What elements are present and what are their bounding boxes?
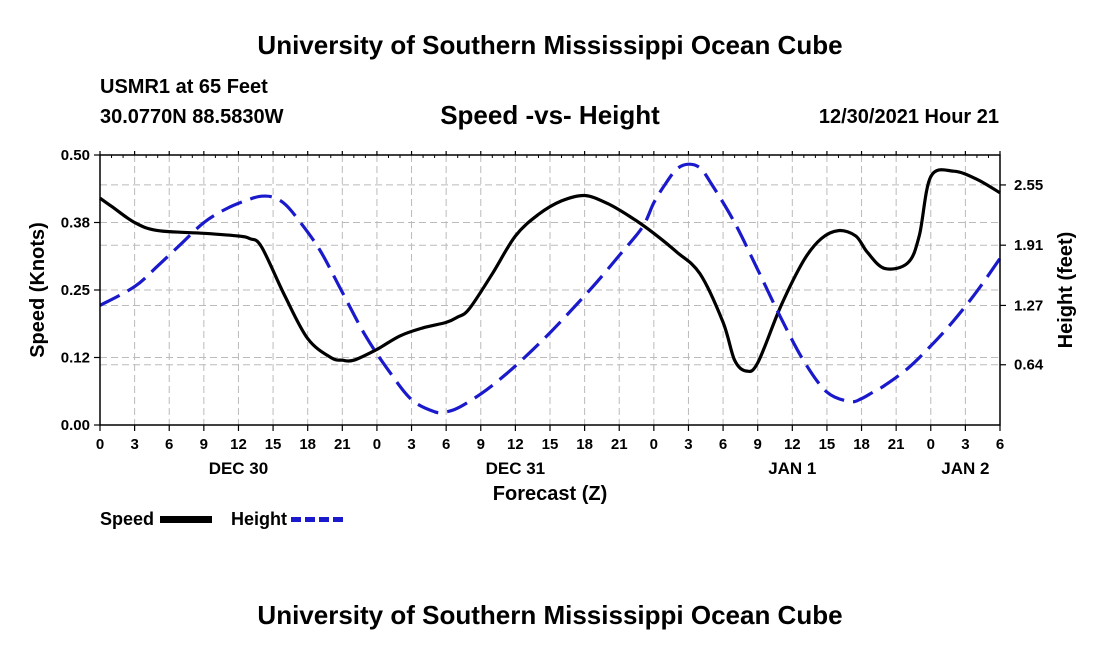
x-tick-label: 12 bbox=[507, 436, 524, 453]
x-tick-label: 0 bbox=[927, 436, 935, 453]
series-line-height bbox=[99, 162, 1002, 415]
x-tick-label: 21 bbox=[888, 436, 905, 453]
x-tick-label: 0 bbox=[96, 436, 104, 453]
y-axis-label: Speed (Knots) bbox=[27, 222, 49, 358]
y2-axis-label: Height (feet) bbox=[1055, 232, 1077, 349]
y-tick-label: 0.00 bbox=[61, 417, 90, 434]
y-tick-label: 0.50 bbox=[61, 147, 90, 164]
station-label: USMR1 at 65 Feet bbox=[100, 76, 268, 98]
chart-title: Speed -vs- Height bbox=[440, 100, 660, 130]
x-tick-label: 15 bbox=[265, 436, 282, 453]
y-tick-label: 0.25 bbox=[61, 282, 90, 299]
x-tick-label: 3 bbox=[407, 436, 415, 453]
x-tick-label: 15 bbox=[819, 436, 836, 453]
x-tick-label: 9 bbox=[477, 436, 485, 453]
x-tick-label: 6 bbox=[719, 436, 727, 453]
speed-height-chart: 0 3 6 9 12 15 18 21 0 3 6 9 12 15 18 21 0 3 6 9 12 15 18 21 0 3 6 0… bbox=[27, 147, 1077, 505]
day-label: DEC 30 bbox=[209, 459, 269, 478]
y2-tick-label: 2.55 bbox=[1014, 177, 1043, 194]
x-tick-label: 6 bbox=[996, 436, 1004, 453]
y-tick-label: 0.38 bbox=[61, 215, 90, 232]
x-tick-label: 0 bbox=[373, 436, 381, 453]
y-tick-label: 0.12 bbox=[61, 350, 90, 367]
x-tick-label: 3 bbox=[130, 436, 138, 453]
series-line-speed bbox=[99, 168, 1001, 374]
day-label: JAN 1 bbox=[768, 459, 816, 478]
footer-title: University of Southern Mississippi Ocean… bbox=[257, 600, 843, 630]
x-tick-label: 18 bbox=[853, 436, 870, 453]
x-tick-label: 18 bbox=[576, 436, 593, 453]
x-tick-label: 15 bbox=[542, 436, 559, 453]
day-label: JAN 2 bbox=[941, 459, 989, 478]
series-layer bbox=[99, 162, 1002, 415]
x-tick-label: 9 bbox=[754, 436, 762, 453]
x-tick-label: 21 bbox=[334, 436, 351, 453]
y2-tick-label: 1.27 bbox=[1014, 297, 1043, 314]
legend-speed-swatch bbox=[160, 516, 212, 523]
x-tick-label: 18 bbox=[299, 436, 316, 453]
legend-height-label: Height bbox=[231, 509, 287, 529]
x-tick-label: 6 bbox=[442, 436, 450, 453]
x-tick-label: 0 bbox=[650, 436, 658, 453]
x-tick-label: 12 bbox=[784, 436, 801, 453]
day-label: DEC 31 bbox=[486, 459, 546, 478]
x-tick-label: 3 bbox=[961, 436, 969, 453]
x-axis-label: Forecast (Z) bbox=[493, 483, 607, 505]
x-tick-label: 21 bbox=[611, 436, 628, 453]
location-label: 30.0770N 88.5830W bbox=[100, 106, 284, 128]
y2-tick-label: 1.91 bbox=[1014, 237, 1043, 254]
x-tick-label: 3 bbox=[684, 436, 692, 453]
grid-layer bbox=[100, 155, 1000, 425]
y2-tick-label: 0.64 bbox=[1014, 357, 1044, 374]
issued-label: 12/30/2021 Hour 21 bbox=[818, 106, 999, 128]
axis-layer: 0 3 6 9 12 15 18 21 0 3 6 9 12 15 18 21 0 3 6 9 12 15 18 21 0 3 6 0… bbox=[61, 147, 1044, 478]
x-tick-label: 12 bbox=[230, 436, 247, 453]
x-tick-label: 9 bbox=[200, 436, 208, 453]
page-title: University of Southern Mississippi Ocean… bbox=[257, 30, 843, 60]
legend-height-swatch bbox=[291, 517, 343, 522]
x-tick-label: 6 bbox=[165, 436, 173, 453]
legend-speed-label: Speed bbox=[100, 509, 155, 529]
